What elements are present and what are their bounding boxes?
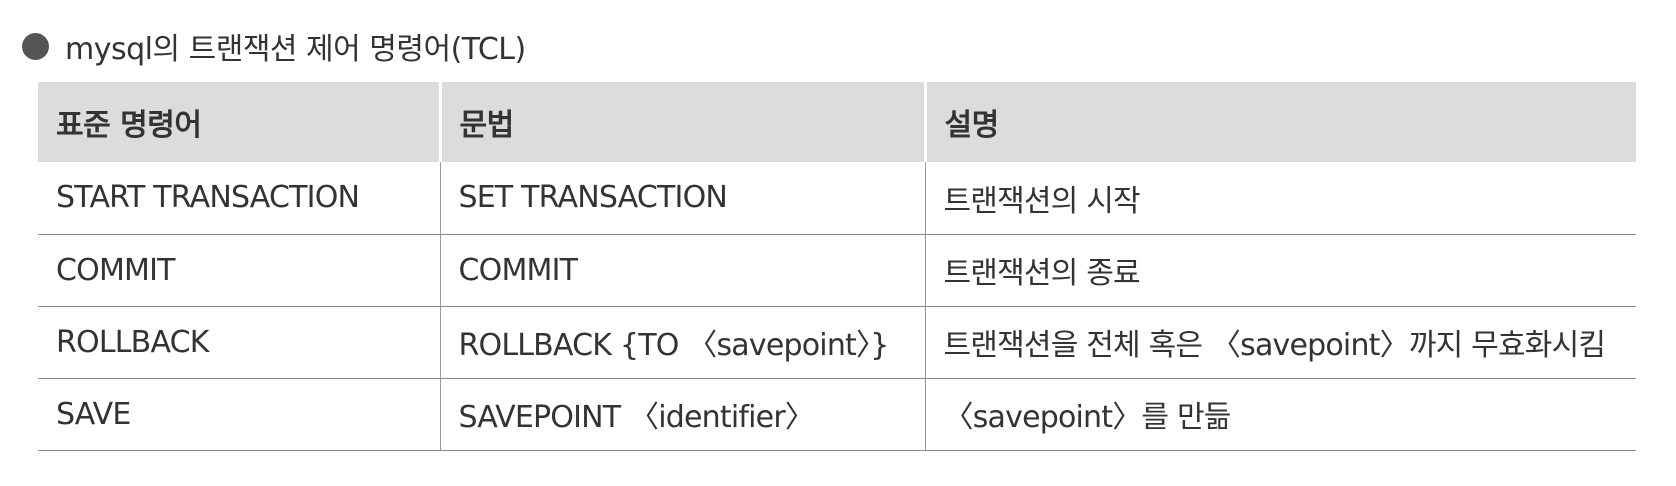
standard-command-cell: START TRANSACTION (38, 162, 440, 235)
table-row: COMMIT COMMIT 트랜잭션의 종료 (38, 234, 1636, 307)
description-cell: 트랜잭션을 전체 혹은 〈savepoint〉까지 무효화시킴 (924, 306, 1636, 379)
syntax-cell: ROLLBACK {TO 〈savepoint〉} (439, 306, 925, 379)
section-heading: mysql의 트랜잭션 제어 명령어(TCL) (22, 22, 526, 70)
header-description: 설명 (923, 82, 1636, 162)
header-standard-command: 표준 명령어 (56, 108, 202, 143)
tcl-table: 표준 명령어 문법 설명 START TRANSACTION SET TRANS… (38, 82, 1636, 451)
heading-title: mysql의 트랜잭션 제어 명령어(TCL) (65, 32, 526, 67)
standard-command-cell: ROLLBACK (38, 306, 440, 379)
syntax-cell: SET TRANSACTION (439, 162, 925, 235)
header-syntax: 문법 (438, 82, 925, 162)
table-header: 표준 명령어 문법 설명 (38, 82, 1636, 162)
table-row: START TRANSACTION SET TRANSACTION 트랜잭션의 … (38, 162, 1636, 235)
description-cell: 트랜잭션의 시작 (924, 162, 1636, 235)
table-body: START TRANSACTION SET TRANSACTION 트랜잭션의 … (38, 162, 1636, 451)
syntax-cell: SAVEPOINT 〈identifier〉 (439, 378, 925, 451)
table-row: ROLLBACK ROLLBACK {TO 〈savepoint〉} 트랜잭션을… (38, 306, 1636, 379)
bullet-icon (22, 32, 49, 60)
header-row: 표준 명령어 문법 설명 (38, 82, 1636, 162)
description-cell: 〈savepoint〉를 만듦 (924, 378, 1636, 451)
table-row: SAVE SAVEPOINT 〈identifier〉 〈savepoint〉를… (38, 378, 1636, 451)
syntax-cell: COMMIT (439, 234, 925, 307)
standard-command-cell: SAVE (38, 378, 440, 451)
standard-command-cell: COMMIT (38, 234, 440, 307)
description-cell: 트랜잭션의 종료 (924, 234, 1636, 307)
